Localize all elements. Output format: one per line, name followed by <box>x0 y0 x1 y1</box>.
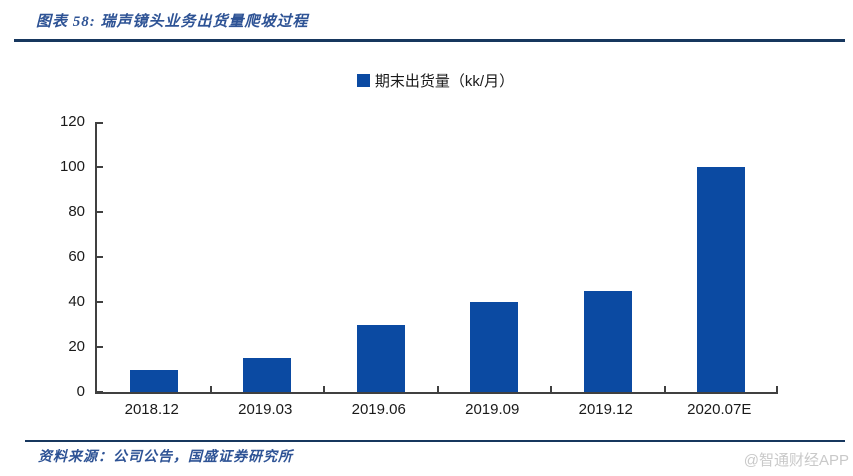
y-axis-label: 40 <box>68 293 85 310</box>
y-axis-tick <box>97 391 103 393</box>
x-axis-tick <box>209 386 212 392</box>
bar-2018.12 <box>129 369 178 392</box>
x-axis-label: 2020.07E <box>687 401 752 418</box>
y-axis-tick <box>97 211 103 213</box>
x-axis-label: 2019.12 <box>578 401 633 418</box>
legend-color-swatch <box>356 74 370 87</box>
plot-area <box>95 122 778 394</box>
x-axis-label: 2019.06 <box>351 401 406 418</box>
figure-title: 图表 58: 瑞声镜头业务出货量爬坡过程 <box>36 14 309 30</box>
bar-2019.03 <box>243 358 292 392</box>
x-axis-tick <box>663 386 666 392</box>
y-axis-label: 0 <box>76 383 85 400</box>
y-axis-tick <box>97 122 103 124</box>
bar-2019.12 <box>583 290 632 392</box>
x-axis-tick <box>550 386 552 392</box>
footer-divider <box>25 440 845 442</box>
y-axis-label: 120 <box>59 113 85 130</box>
bar-2019.09 <box>470 302 519 392</box>
bar-2020.07E <box>697 167 746 392</box>
y-axis-label: 60 <box>68 248 85 265</box>
source-note: 资料来源：公司公告，国盛证券研究所 <box>38 450 293 465</box>
y-axis-label: 100 <box>59 158 85 175</box>
watermark-label: @智通财经APP <box>743 452 849 469</box>
x-axis-label: 2019.09 <box>465 401 520 418</box>
legend-label: 期末出货量（kk/月） <box>374 73 515 90</box>
x-axis-label: 2019.03 <box>238 401 293 418</box>
y-axis-label: 20 <box>68 338 85 355</box>
x-axis-tick <box>436 386 439 392</box>
y-axis-tick <box>97 301 103 303</box>
chart-legend: 期末出货量（kk/月） <box>95 70 776 91</box>
y-axis-label: 80 <box>68 203 85 220</box>
y-axis-tick <box>97 346 103 348</box>
x-axis-label: 2018.12 <box>124 401 179 418</box>
y-axis-tick <box>97 256 103 258</box>
bar-2019.06 <box>356 324 405 392</box>
title-divider <box>14 39 845 42</box>
x-axis-tick <box>323 386 325 392</box>
x-axis-tick <box>776 386 778 392</box>
y-axis-tick <box>97 166 103 168</box>
